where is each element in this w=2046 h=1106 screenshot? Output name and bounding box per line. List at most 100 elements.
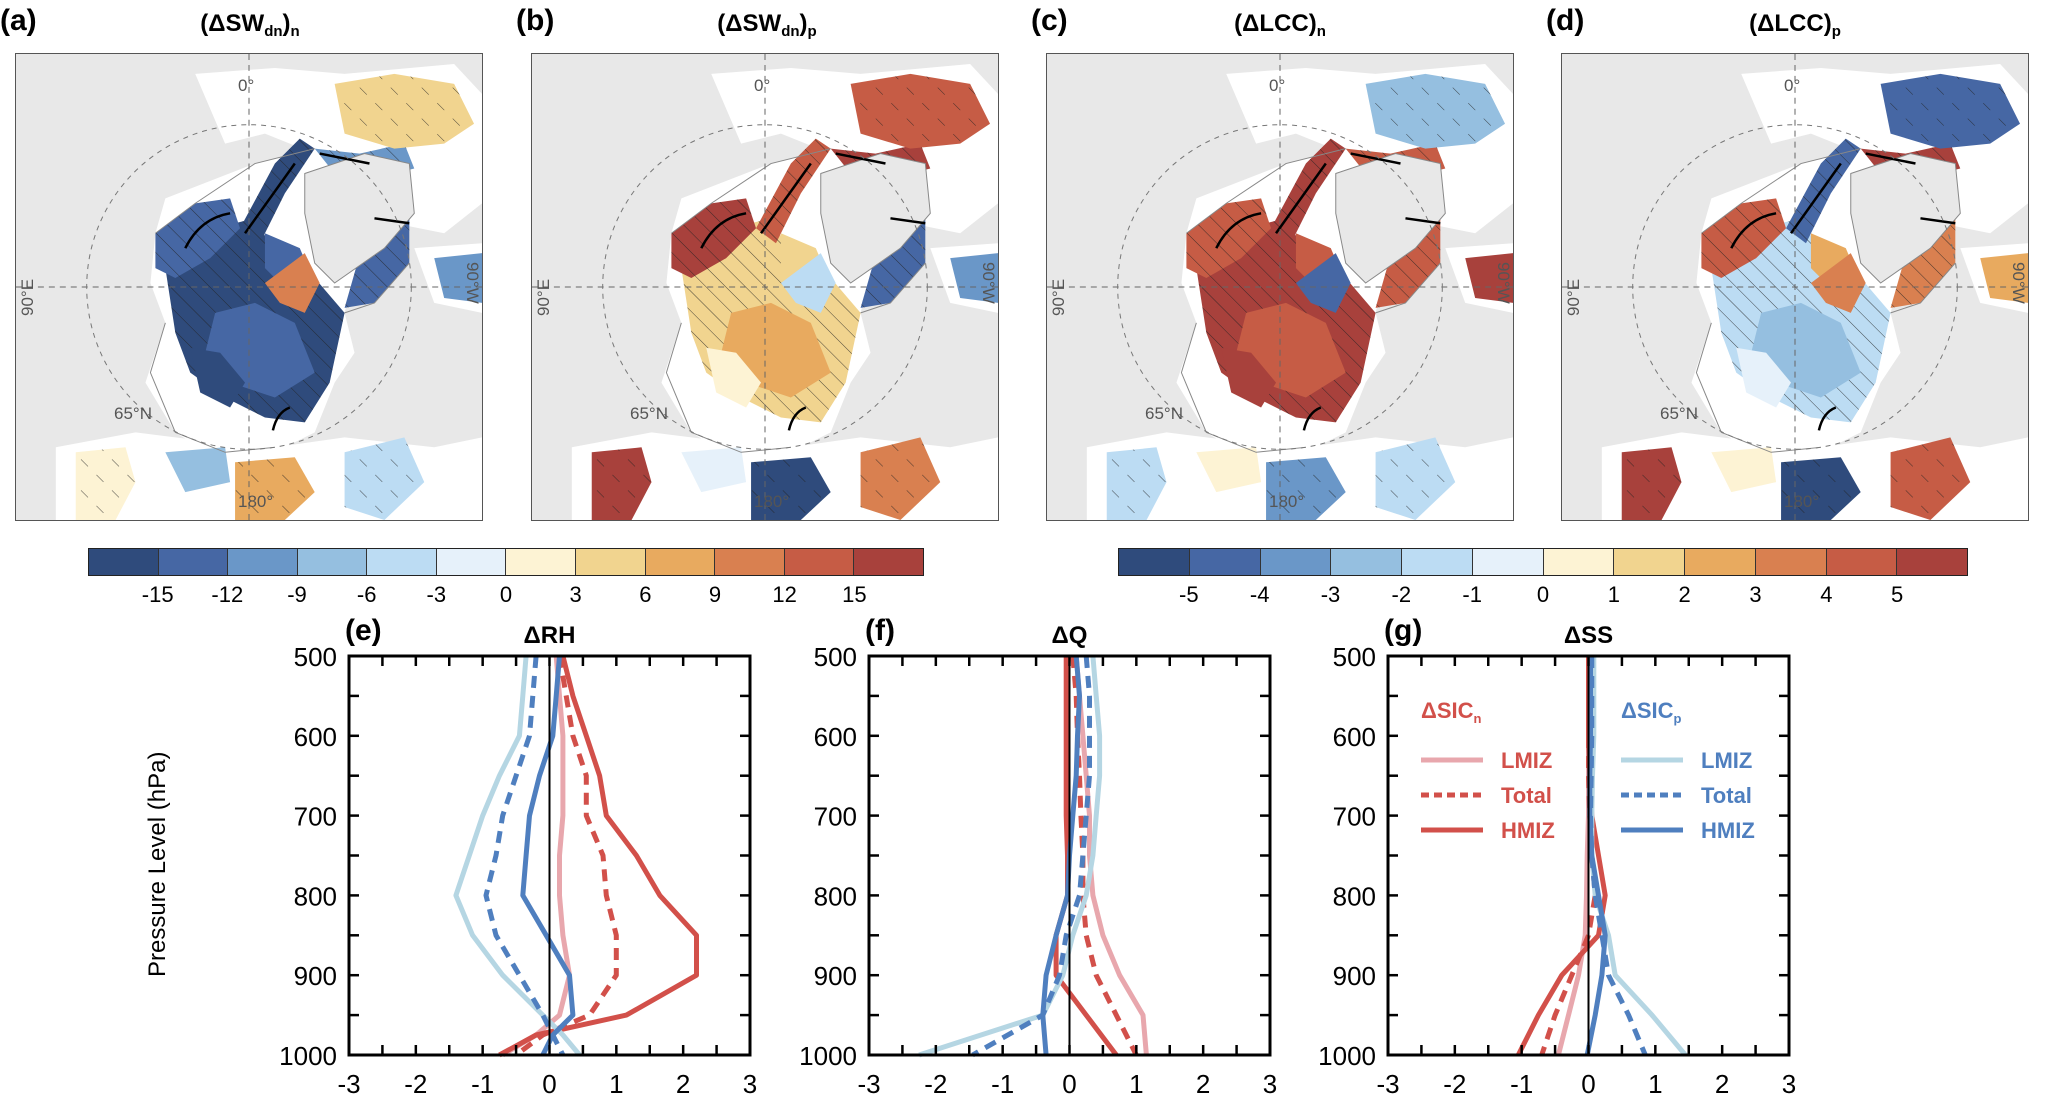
x-tick-label: 1 xyxy=(1129,1069,1143,1099)
y-tick-label: 700 xyxy=(1333,802,1376,832)
legend-label: HMIZ xyxy=(1701,818,1755,843)
y-tick-label: 800 xyxy=(1333,881,1376,911)
graticule-label-bottom: 180° xyxy=(754,492,790,511)
x-tick-label: 0 xyxy=(1581,1069,1595,1099)
colorbar-segment xyxy=(1260,549,1332,575)
title-subscript: n xyxy=(1316,23,1326,40)
colorbar-tick-label: -6 xyxy=(356,582,377,607)
colorbar-tick-label: 2 xyxy=(1678,582,1691,607)
colorbar-tick-label: 6 xyxy=(639,582,652,607)
significance-hatching xyxy=(1365,73,1506,149)
significance-hatching xyxy=(344,218,410,308)
significance-hatching xyxy=(240,138,315,244)
data-region xyxy=(434,253,482,303)
title-text: ) xyxy=(799,10,808,37)
profile-panel-e: (e) ΔRH -3 -2 -1 0 1 2 3 500 600 700 800 900 1000 xyxy=(279,614,757,1099)
x-tick-label: -1 xyxy=(1510,1069,1533,1099)
graticule-label-lat: 65°N xyxy=(1660,404,1698,423)
data-region xyxy=(1810,253,1866,313)
legend: ΔSICn LMIZ Total HMIZ ΔSICp LMIZ Total HMIZ xyxy=(1421,698,1755,843)
colorbar-segment xyxy=(1331,549,1402,575)
ice-edge-contour xyxy=(1730,152,1956,431)
significance-hatching xyxy=(860,437,941,520)
y-tick-label: 900 xyxy=(814,961,857,991)
series-line-4 xyxy=(483,655,566,1057)
y-tick-label: 800 xyxy=(294,881,337,911)
colorbar-segment xyxy=(158,549,229,575)
latitude-circle xyxy=(1632,124,1958,450)
latitude-circle xyxy=(86,124,412,450)
panel-title: ΔQ xyxy=(1052,622,1088,649)
polar-map: 0° 180° 90°E 90°W 65°N xyxy=(15,53,483,521)
colorbar-tick-label: 1 xyxy=(1607,582,1620,607)
series-line-0 xyxy=(501,655,572,1058)
x-tick-label: 1 xyxy=(609,1069,623,1099)
colorbar-tick-label: -12 xyxy=(211,582,244,607)
colorbar-segment xyxy=(1189,549,1261,575)
graticule-label-bottom: 180° xyxy=(1269,492,1305,511)
colorbar-tick-label: 4 xyxy=(1820,582,1833,607)
significance-hatching xyxy=(1890,218,1956,308)
significance-hatching xyxy=(591,447,652,520)
greenland-landmass xyxy=(1335,153,1446,284)
colorbar-segment xyxy=(1543,549,1615,575)
data-region xyxy=(1465,253,1513,303)
data-region xyxy=(1711,447,1777,493)
latitude-circle xyxy=(1117,124,1443,450)
colorbar-segment xyxy=(367,549,437,575)
significance-hatching xyxy=(344,437,425,520)
colorbar-segment xyxy=(297,549,368,575)
colorbar-sw xyxy=(88,548,924,576)
ice-edge-contour xyxy=(1215,152,1441,431)
y-tick-label: 900 xyxy=(1333,961,1376,991)
y-tick-label: 800 xyxy=(814,881,857,911)
title-subscript: p xyxy=(807,23,817,40)
x-tick-label: -2 xyxy=(924,1069,947,1099)
map-canvas xyxy=(1562,54,2028,520)
profile-panel-f: (f) ΔQ -3 -2 -1 0 1 2 3 500 600 700 800 900 1000 xyxy=(799,614,1277,1099)
legend-label: Total xyxy=(1501,783,1552,808)
greenland-landmass xyxy=(304,153,415,284)
x-tick-label: 0 xyxy=(1062,1069,1076,1099)
series-line-5 xyxy=(520,655,576,1057)
title-text: (ΔLCC xyxy=(1234,10,1309,37)
legend-label: LMIZ xyxy=(1701,748,1752,773)
colorbar-segment xyxy=(228,549,298,575)
significance-hatching xyxy=(1621,447,1682,520)
panel-label: (b) xyxy=(516,4,555,37)
coastline xyxy=(1180,148,1441,453)
panel-title: (ΔSWdn)n xyxy=(200,10,299,40)
graticule-label-top: 0° xyxy=(1784,76,1801,95)
x-tick-label: -1 xyxy=(471,1069,494,1099)
coastline xyxy=(149,148,410,453)
colorbar-segment xyxy=(715,549,785,575)
colorbar-tick-label: -2 xyxy=(1391,582,1412,607)
significance-hatching xyxy=(1271,138,1346,244)
legend-label: HMIZ xyxy=(1501,818,1555,843)
colorbar-segment xyxy=(436,549,507,575)
x-tick-label: 1 xyxy=(1648,1069,1662,1099)
y-tick-label: 1000 xyxy=(1318,1041,1376,1071)
title-subscript: dn xyxy=(781,23,800,40)
series-line-5 xyxy=(1584,656,1608,1056)
colorbar-segment xyxy=(854,549,923,575)
x-tick-label: 2 xyxy=(676,1069,690,1099)
ice-edge-contour xyxy=(184,152,410,431)
series-line-0 xyxy=(1073,655,1149,1056)
title-text: ) xyxy=(282,10,291,37)
polar-map: 0° 180° 90°E 90°W 65°N xyxy=(531,53,999,521)
legend-label: LMIZ xyxy=(1501,748,1552,773)
significance-hatching xyxy=(1375,437,1456,520)
y-tick-label: 500 xyxy=(294,642,337,672)
series-line-4 xyxy=(971,655,1092,1058)
y-tick-label: 1000 xyxy=(279,1041,337,1071)
colorbar-segment xyxy=(645,549,716,575)
y-tick-label: 600 xyxy=(814,722,857,752)
ice-edge-contour xyxy=(700,152,926,431)
panel-title: (ΔLCC)n xyxy=(1234,10,1326,40)
x-tick-label: -3 xyxy=(857,1069,880,1099)
significance-hatching xyxy=(756,138,831,244)
colorbar-tick-label: -9 xyxy=(287,582,307,607)
x-tick-label: 3 xyxy=(1263,1069,1277,1099)
